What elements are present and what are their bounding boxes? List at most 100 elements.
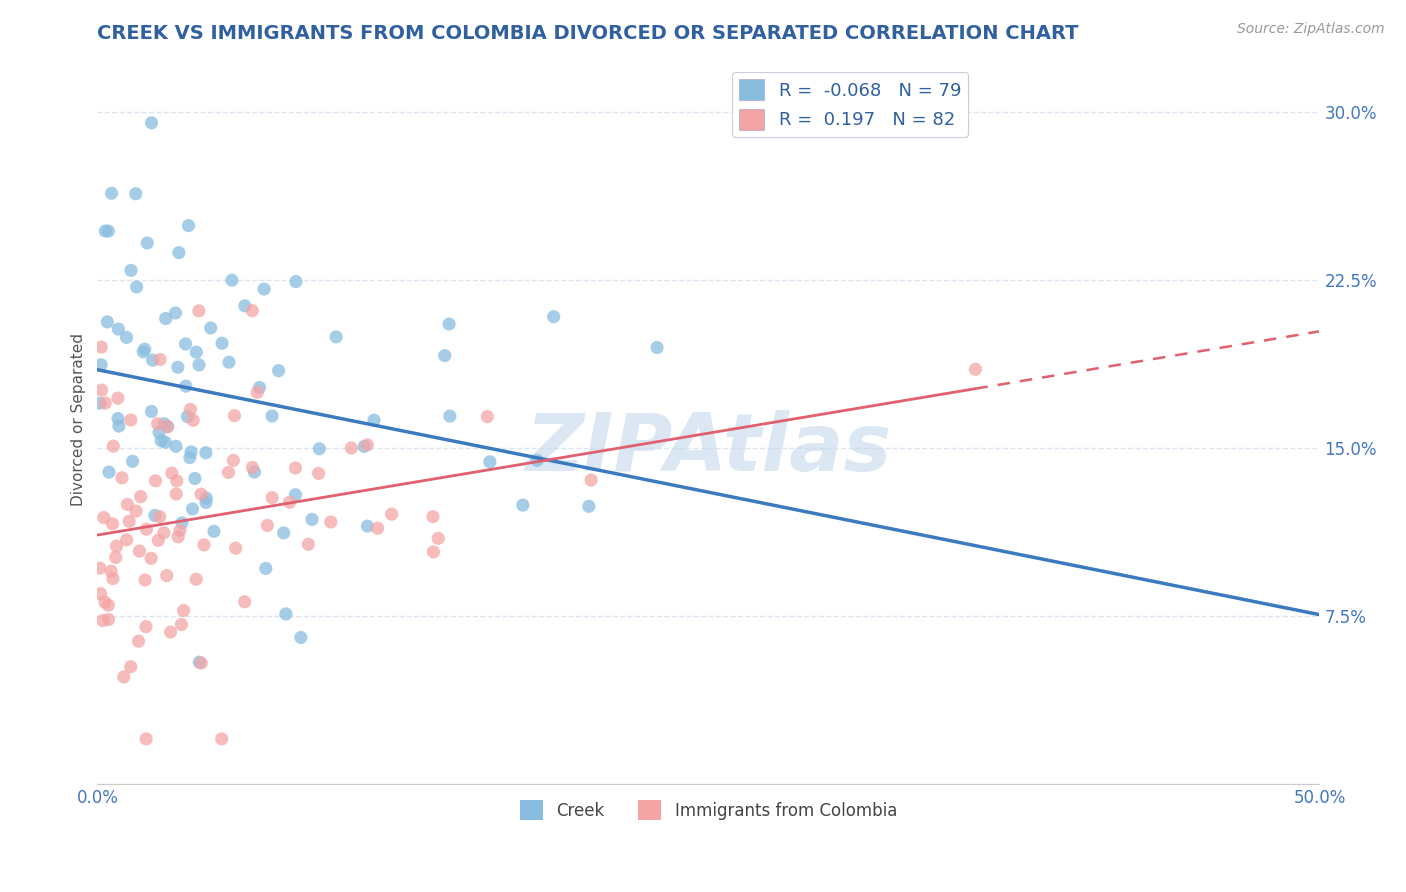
Point	[179, 450, 201, 465]
Point	[91, 614, 114, 628]
Point	[135, 620, 157, 634]
Point	[181, 413, 204, 427]
Point	[177, 219, 200, 233]
Point	[297, 537, 319, 551]
Point	[356, 438, 378, 452]
Point	[190, 656, 212, 670]
Point	[222, 453, 245, 467]
Point	[260, 409, 283, 423]
Point	[165, 439, 187, 453]
Point	[319, 515, 342, 529]
Point	[174, 337, 197, 351]
Point	[115, 533, 138, 547]
Point	[128, 634, 150, 648]
Point	[262, 491, 284, 505]
Point	[190, 487, 212, 501]
Point	[166, 360, 188, 375]
Point	[132, 344, 155, 359]
Point	[153, 417, 176, 431]
Point	[98, 465, 121, 479]
Point	[340, 441, 363, 455]
Y-axis label: Divorced or Separated: Divorced or Separated	[72, 333, 86, 506]
Point	[166, 474, 188, 488]
Point	[112, 670, 135, 684]
Point	[173, 603, 195, 617]
Point	[135, 522, 157, 536]
Point	[165, 306, 187, 320]
Point	[156, 419, 179, 434]
Point	[153, 435, 176, 450]
Point	[97, 598, 120, 612]
Point	[427, 532, 450, 546]
Point	[125, 504, 148, 518]
Point	[478, 455, 501, 469]
Point	[143, 508, 166, 523]
Point	[90, 587, 112, 601]
Point	[543, 310, 565, 324]
Point	[170, 516, 193, 530]
Point	[290, 631, 312, 645]
Point	[433, 349, 456, 363]
Point	[965, 362, 987, 376]
Point	[195, 491, 218, 505]
Point	[150, 434, 173, 448]
Point	[233, 595, 256, 609]
Point	[121, 454, 143, 468]
Point	[278, 495, 301, 509]
Point	[146, 417, 169, 431]
Point	[325, 330, 347, 344]
Point	[159, 625, 181, 640]
Point	[120, 413, 142, 427]
Point	[145, 474, 167, 488]
Point	[437, 317, 460, 331]
Point	[477, 409, 499, 424]
Point	[267, 364, 290, 378]
Point	[169, 524, 191, 538]
Point	[125, 280, 148, 294]
Point	[439, 409, 461, 424]
Point	[256, 518, 278, 533]
Point	[142, 353, 165, 368]
Point	[242, 460, 264, 475]
Point	[94, 595, 117, 609]
Point	[284, 275, 307, 289]
Point	[224, 409, 246, 423]
Point	[155, 311, 177, 326]
Point	[353, 439, 375, 453]
Point	[211, 731, 233, 746]
Point	[249, 380, 271, 394]
Point	[170, 617, 193, 632]
Point	[218, 355, 240, 369]
Point	[233, 299, 256, 313]
Point	[160, 466, 183, 480]
Point	[105, 539, 128, 553]
Point	[141, 404, 163, 418]
Point	[93, 510, 115, 524]
Point	[308, 467, 330, 481]
Point	[156, 568, 179, 582]
Point	[180, 445, 202, 459]
Point	[100, 564, 122, 578]
Point	[141, 116, 163, 130]
Point	[90, 383, 112, 397]
Point	[273, 525, 295, 540]
Point	[225, 541, 247, 556]
Point	[254, 561, 277, 575]
Point	[176, 409, 198, 424]
Point	[107, 322, 129, 336]
Text: ZIPAtlas: ZIPAtlas	[526, 409, 891, 488]
Point	[134, 342, 156, 356]
Point	[135, 731, 157, 746]
Point	[194, 446, 217, 460]
Point	[125, 186, 148, 201]
Point	[129, 490, 152, 504]
Point	[179, 402, 201, 417]
Point	[181, 502, 204, 516]
Point	[422, 509, 444, 524]
Point	[221, 273, 243, 287]
Point	[246, 385, 269, 400]
Point	[149, 509, 172, 524]
Point	[148, 533, 170, 548]
Point	[174, 379, 197, 393]
Point	[165, 487, 187, 501]
